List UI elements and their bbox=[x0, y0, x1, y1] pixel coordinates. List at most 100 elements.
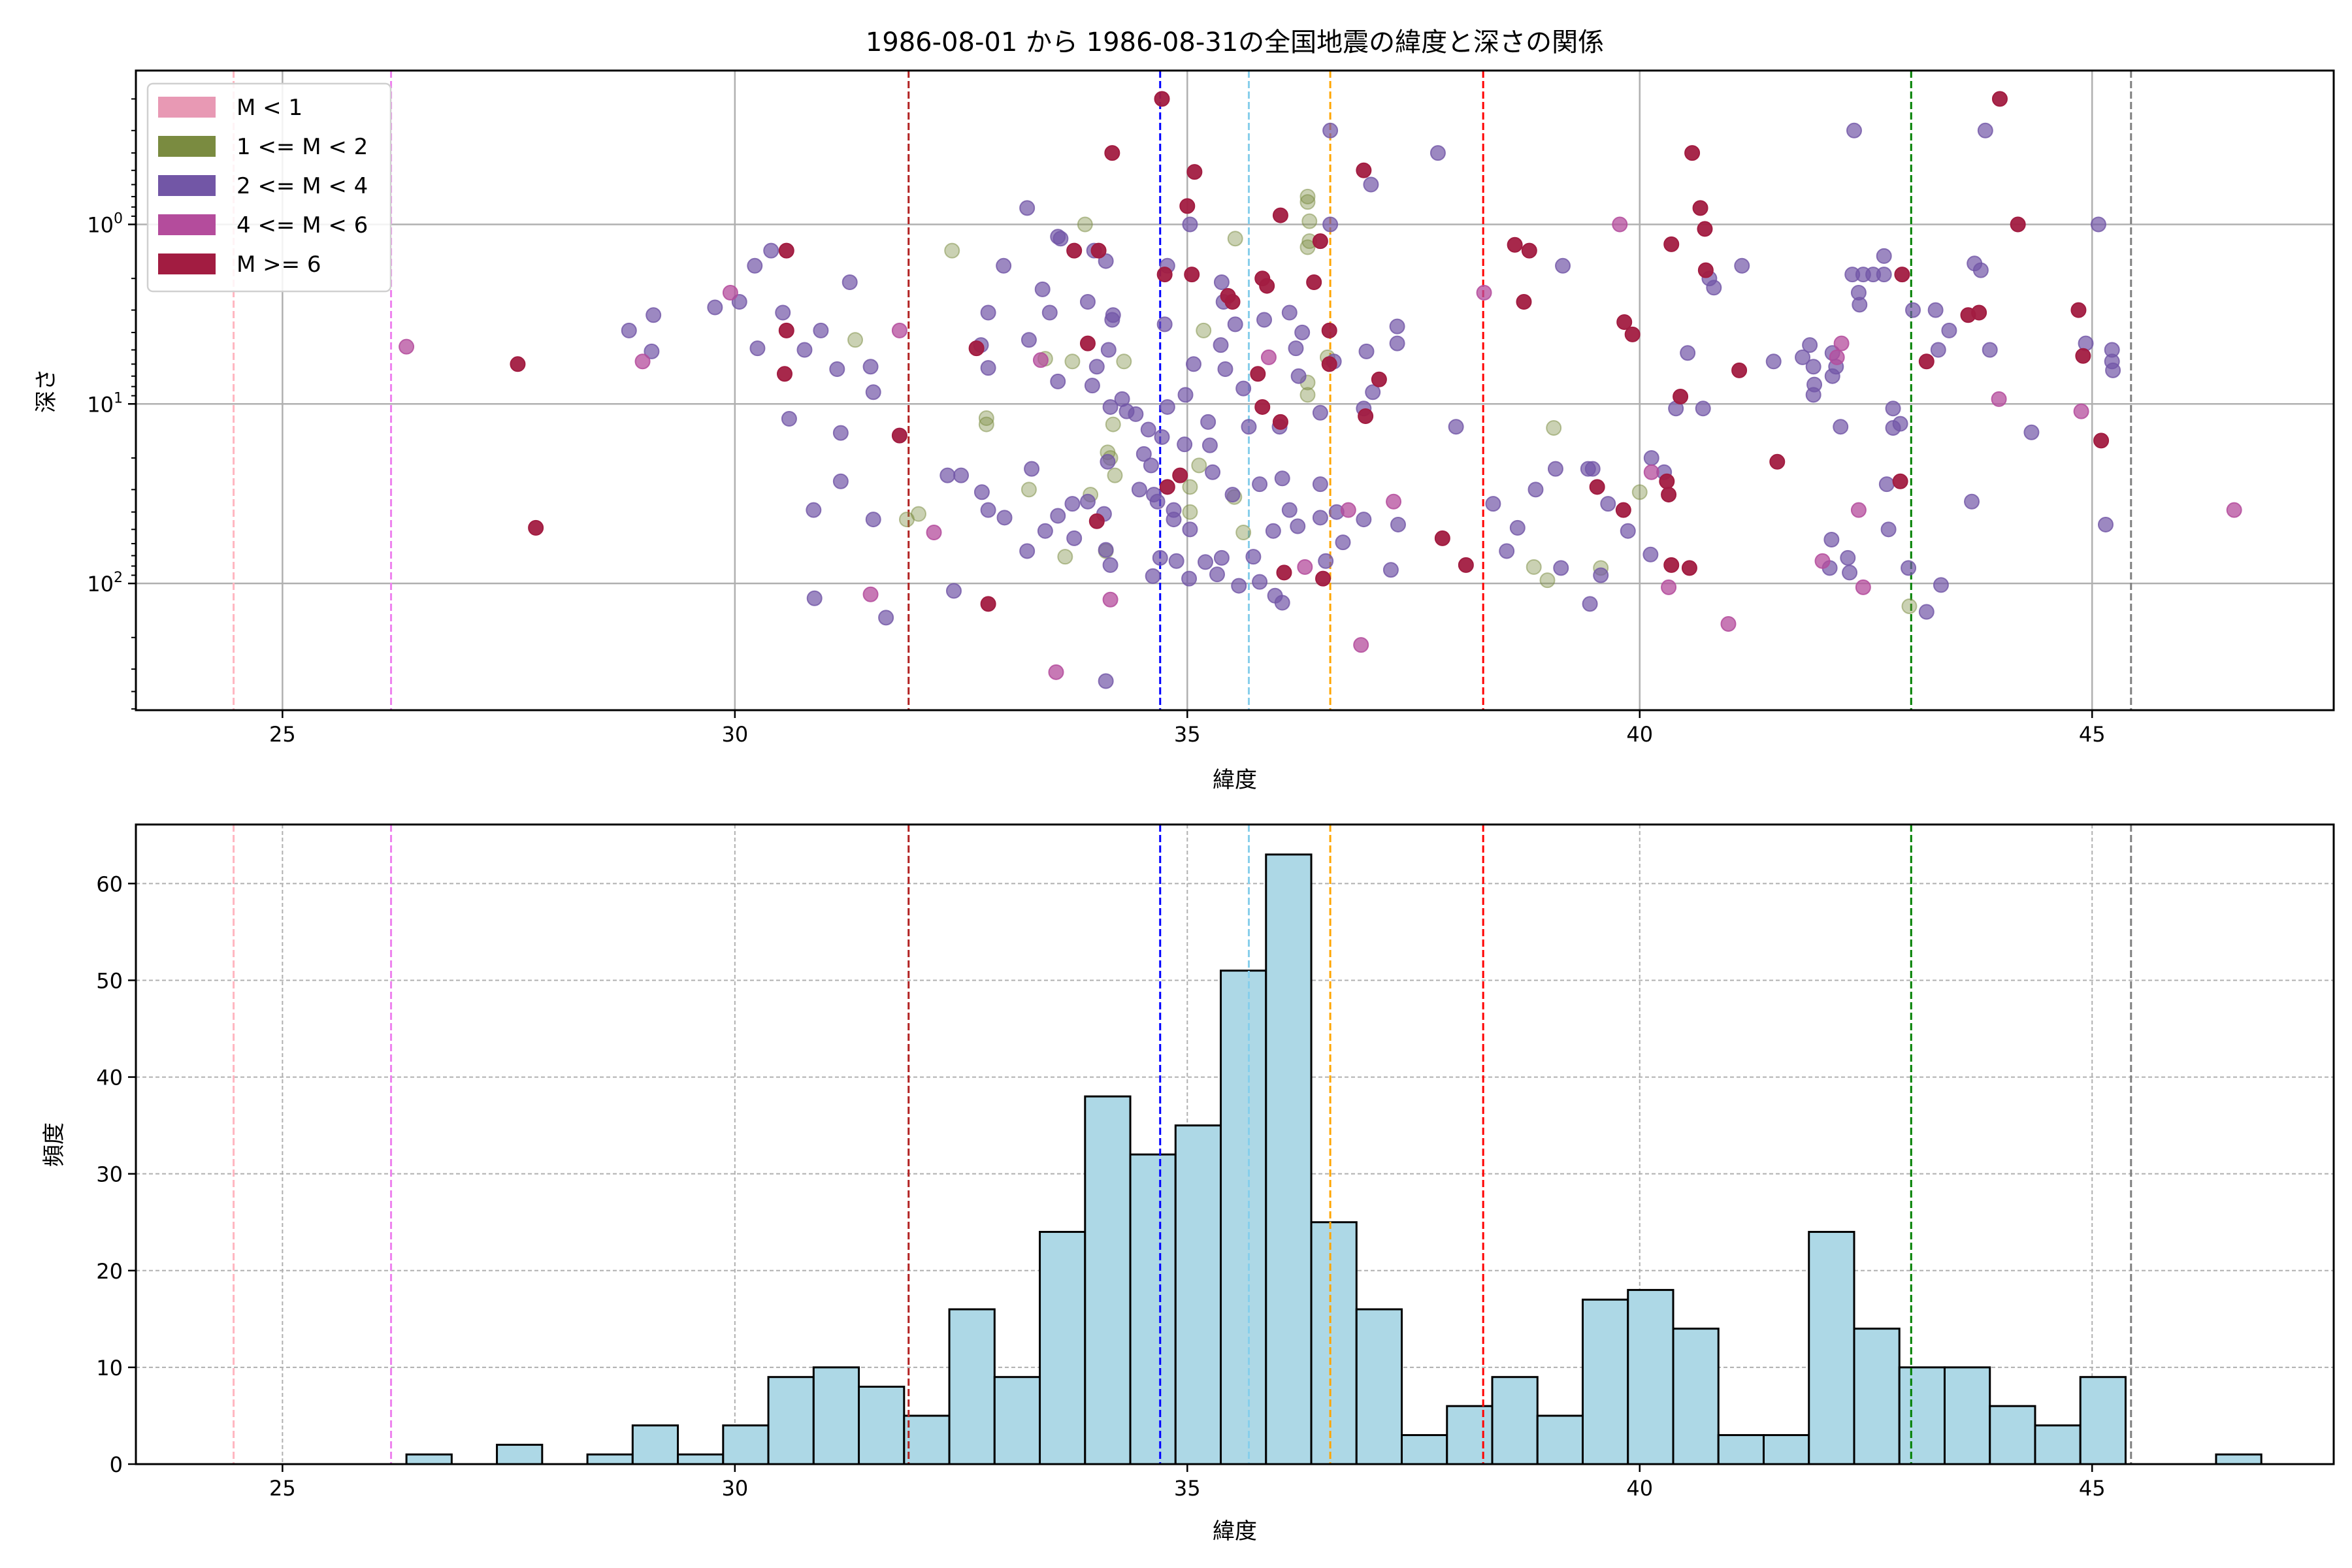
scatter-point bbox=[939, 467, 956, 483]
scatter-point bbox=[2093, 433, 2110, 449]
scatter-point bbox=[775, 304, 791, 321]
scatter-point bbox=[1184, 267, 1200, 283]
scatter-point bbox=[1358, 343, 1375, 359]
scatter-point bbox=[865, 384, 881, 400]
scatter-point bbox=[1241, 419, 1257, 435]
scatter-point bbox=[996, 510, 1013, 526]
scatter-point bbox=[953, 467, 970, 483]
scatter-point bbox=[2075, 348, 2091, 364]
scatter-point bbox=[1624, 326, 1641, 342]
scatter-point bbox=[1805, 387, 1821, 403]
chart-title: 1986-08-01 から 1986-08-31の全国地震の緯度と深さの関係 bbox=[866, 27, 1604, 57]
scatter-point bbox=[1272, 414, 1288, 430]
histogram-bar bbox=[1401, 1434, 1448, 1465]
scatter-point bbox=[1823, 531, 1840, 547]
scatter-point bbox=[1104, 145, 1120, 161]
legend-label: 4 <= M < 6 bbox=[237, 212, 368, 238]
scatter-point bbox=[1526, 559, 1542, 575]
scatter-point bbox=[1297, 559, 1313, 575]
scatter-point bbox=[1245, 549, 1262, 565]
y-tick-label: 100 bbox=[87, 210, 123, 237]
scatter-point bbox=[1290, 518, 1306, 534]
scatter-point bbox=[1299, 188, 1316, 204]
scatter-point bbox=[1100, 453, 1116, 470]
scatter-point bbox=[1306, 274, 1322, 291]
scatter-point bbox=[781, 411, 797, 427]
scatter-point bbox=[1250, 366, 1266, 382]
axes-frame bbox=[135, 823, 2335, 1465]
scatter-point bbox=[1615, 502, 1631, 518]
scatter-point bbox=[1659, 473, 1675, 489]
scatter-point bbox=[1154, 91, 1170, 107]
scatter-plot: 25 30 35 40 45 100 101 102 M < 1 1 <= M < 2 2 <= M… bbox=[87, 69, 2335, 747]
scatter-point bbox=[1290, 368, 1307, 384]
scatter-point bbox=[1227, 316, 1243, 333]
scatter-point bbox=[1021, 482, 1037, 498]
histogram-bar bbox=[1536, 1414, 1584, 1465]
scatter-point bbox=[1805, 359, 1821, 375]
scatter-point bbox=[862, 586, 879, 602]
scatter-point bbox=[1050, 229, 1066, 245]
x-tick-label: 40 bbox=[1626, 722, 1653, 747]
scatter-point bbox=[1274, 470, 1290, 487]
scatter-point bbox=[1107, 467, 1123, 483]
scatter-point bbox=[1321, 356, 1337, 372]
scatter-point bbox=[1181, 570, 1198, 587]
scatter-point bbox=[1177, 387, 1194, 403]
scatter-point bbox=[1485, 496, 1501, 512]
scatter-point bbox=[1720, 615, 1737, 632]
histogram-bar bbox=[1129, 1153, 1177, 1465]
scatter-point bbox=[1982, 342, 1998, 358]
scatter-point bbox=[1918, 604, 1935, 620]
scatter-y-label: 深さ bbox=[33, 368, 59, 413]
scatter-point bbox=[1064, 353, 1081, 370]
y-tick-label: 40 bbox=[96, 1066, 123, 1090]
scatter-point bbox=[1516, 294, 1532, 310]
scatter-point bbox=[1612, 216, 1628, 233]
scatter-point bbox=[747, 257, 763, 274]
scatter-point bbox=[1852, 297, 1868, 313]
x-tick-label: 25 bbox=[269, 722, 296, 747]
scatter-point bbox=[1885, 400, 1901, 417]
x-tick-label: 35 bbox=[1174, 1476, 1201, 1501]
scatter-point bbox=[1476, 284, 1492, 301]
axes-frame bbox=[135, 69, 2335, 711]
scatter-point bbox=[1663, 557, 1680, 573]
histogram-y-label: 頻度 bbox=[41, 1122, 67, 1167]
scatter-point bbox=[1553, 560, 1569, 576]
histogram-bar bbox=[812, 1366, 860, 1465]
scatter-point bbox=[1077, 216, 1093, 233]
scatter-point bbox=[1159, 479, 1175, 495]
x-tick-label: 30 bbox=[721, 1476, 748, 1501]
scatter-point bbox=[1661, 487, 1677, 503]
scatter-point bbox=[945, 583, 962, 599]
scatter-point bbox=[1829, 349, 1845, 365]
histogram-bar bbox=[1898, 1366, 1946, 1465]
scatter-point bbox=[1213, 274, 1230, 291]
scatter-point bbox=[1846, 122, 1862, 139]
y-tick-label: 10 bbox=[96, 1356, 123, 1380]
scatter-point bbox=[806, 590, 823, 606]
scatter-point bbox=[621, 322, 637, 338]
scatter-point bbox=[980, 502, 996, 518]
scatter-point bbox=[1521, 242, 1537, 259]
scatter-point bbox=[1429, 145, 1446, 161]
scatter-point bbox=[1769, 453, 1786, 470]
scatter-point bbox=[1321, 322, 1337, 338]
scatter-point bbox=[1706, 280, 1722, 296]
scatter-point bbox=[1159, 399, 1175, 415]
scatter-point bbox=[1382, 562, 1399, 578]
scatter-point bbox=[1156, 267, 1173, 283]
scatter-point bbox=[1765, 353, 1782, 370]
scatter-point bbox=[1079, 493, 1096, 510]
scatter-point bbox=[1100, 342, 1117, 358]
histogram-bar bbox=[1220, 970, 1267, 1465]
histogram-plot: 25 30 35 40 45 0 10 20 30 40 50 60 bbox=[96, 823, 2335, 1501]
x-tick-label: 45 bbox=[2079, 1476, 2106, 1501]
scatter-point bbox=[1252, 476, 1268, 493]
scatter-point bbox=[1200, 414, 1217, 430]
scatter-point bbox=[1941, 322, 1957, 338]
scatter-point bbox=[898, 512, 915, 528]
scatter-point bbox=[1179, 198, 1196, 214]
histogram-bar bbox=[767, 1376, 815, 1465]
